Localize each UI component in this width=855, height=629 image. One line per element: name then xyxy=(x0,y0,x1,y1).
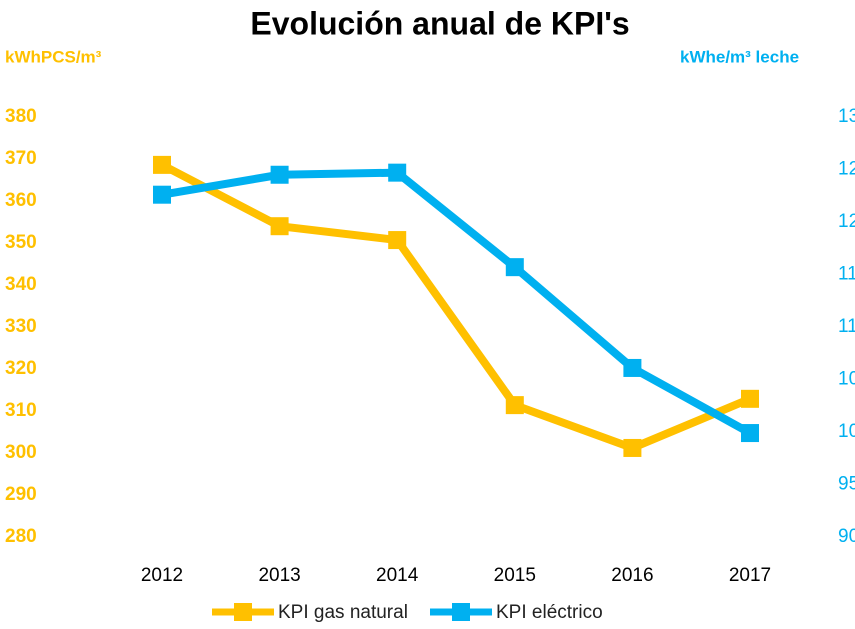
y-tick-label: 350 xyxy=(5,232,37,253)
data-line xyxy=(160,161,752,452)
data-marker xyxy=(388,163,407,182)
data-marker xyxy=(388,231,407,250)
y2-tick-label: 90 xyxy=(838,526,855,547)
legend-marker xyxy=(452,603,470,621)
y-tick-label: 300 xyxy=(5,442,37,463)
y2-tick-label: 110 xyxy=(838,316,855,337)
y-tick-label: 290 xyxy=(5,484,37,505)
chart-title: Evolución anual de KPI's xyxy=(250,5,629,41)
y-tick-label: 380 xyxy=(5,106,37,127)
data-marker xyxy=(153,155,171,174)
y2-axis-title: kWhe/m³ leche xyxy=(680,47,799,66)
data-marker xyxy=(270,165,289,184)
x-tick-label: 2013 xyxy=(258,565,300,586)
legend-marker xyxy=(234,603,252,621)
x-tick-label: 2014 xyxy=(376,565,419,586)
y2-tick-label: 95 xyxy=(838,474,855,495)
x-tick-label: 2012 xyxy=(141,565,183,586)
y-axis-title: kWhPCS/m³ xyxy=(5,47,102,66)
data-marker xyxy=(623,358,642,377)
y2-tick-label: 130 xyxy=(838,106,855,127)
y-tick-label: 280 xyxy=(5,526,37,547)
data-marker xyxy=(153,185,171,204)
x-tick-label: 2017 xyxy=(729,565,771,586)
y2-tick-label: 120 xyxy=(838,211,855,232)
y2-tick-label: 125 xyxy=(838,159,855,180)
data-marker xyxy=(505,396,524,415)
y-tick-label: 330 xyxy=(5,316,37,337)
data-marker xyxy=(741,389,759,408)
legend-label: KPI gas natural xyxy=(278,602,408,623)
data-marker xyxy=(623,438,642,457)
data-line xyxy=(161,168,752,437)
y2-tick-label: 105 xyxy=(838,369,855,390)
x-tick-label: 2015 xyxy=(494,565,536,586)
y2-tick-label: 115 xyxy=(838,264,855,285)
y-tick-label: 370 xyxy=(5,148,37,169)
y2-tick-label: 100 xyxy=(838,421,855,442)
y-tick-label: 310 xyxy=(5,400,37,421)
x-tick-label: 2016 xyxy=(611,565,653,586)
legend-label: KPI eléctrico xyxy=(496,602,603,623)
data-marker xyxy=(741,424,759,443)
y-tick-label: 340 xyxy=(5,274,37,295)
y-tick-label: 320 xyxy=(5,358,37,379)
data-marker xyxy=(505,258,524,277)
y-tick-label: 360 xyxy=(5,190,37,211)
data-marker xyxy=(270,217,289,236)
